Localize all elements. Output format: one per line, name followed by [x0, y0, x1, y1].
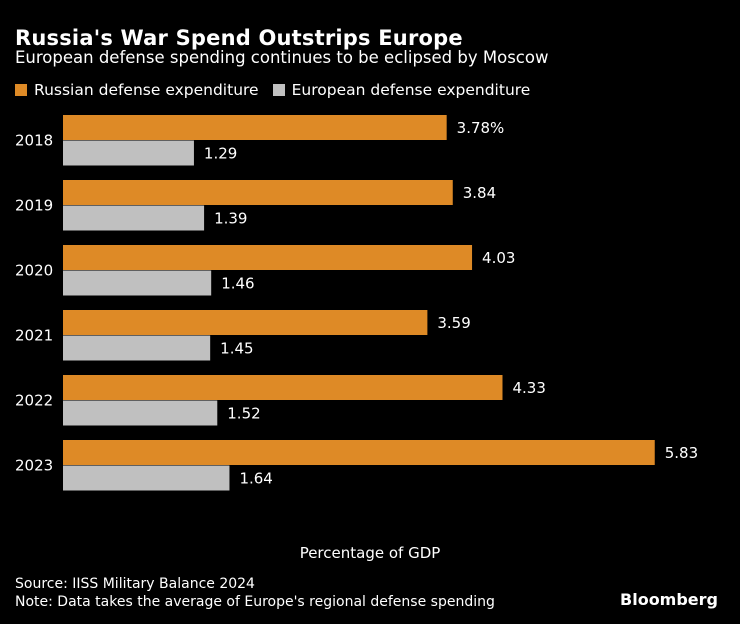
bar-europe [63, 205, 205, 231]
legend-swatch-europe [272, 84, 285, 96]
y-tick-label: 2019 [15, 197, 53, 215]
bar-russia [63, 440, 655, 465]
source-note: Source: IISS Military Balance 2024 Note:… [15, 575, 495, 611]
y-tick-label: 2021 [15, 327, 53, 345]
data-label: 1.45 [220, 339, 253, 357]
legend-swatch-russia [15, 84, 27, 96]
bar-russia [63, 245, 473, 270]
data-label: 1.39 [214, 209, 247, 227]
x-axis-label: Percentage of GDP [299, 544, 441, 562]
y-tick-label: 2020 [15, 262, 53, 280]
bar-europe [63, 400, 218, 426]
data-label: 1.52 [227, 404, 260, 422]
bloomberg-logo: Bloomberg [620, 590, 718, 609]
bar-russia [63, 115, 447, 140]
data-label: 4.03 [482, 249, 515, 267]
y-tick-label: 2023 [15, 457, 53, 475]
legend-label-russia: Russian defense expenditure [34, 81, 259, 99]
chart-subtitle: European defense spending continues to b… [15, 48, 549, 67]
bar-europe [63, 270, 212, 296]
legend-label-europe: European defense expenditure [291, 81, 531, 99]
bar-europe [63, 335, 211, 361]
bar-russia [63, 310, 428, 335]
data-label: 3.59 [437, 314, 470, 332]
legend-item-russia: Russian defense expenditure [15, 81, 259, 99]
note-text: Note: Data takes the average of Europe's… [15, 594, 495, 610]
data-label: 3.84 [463, 184, 496, 202]
chart-title: Russia's War Spend Outstrips Europe [15, 26, 463, 50]
bar-europe [63, 140, 194, 166]
data-label: 1.29 [204, 144, 237, 162]
legend: Russian defense expenditure European def… [15, 81, 544, 99]
y-tick-label: 2022 [15, 392, 53, 410]
y-tick-label: 2018 [15, 132, 53, 150]
bar-europe [63, 465, 230, 491]
data-label: 1.64 [239, 469, 272, 487]
source-text: Source: IISS Military Balance 2024 [15, 576, 255, 592]
legend-item-europe: European defense expenditure [272, 81, 531, 99]
data-label: 3.78% [457, 119, 505, 137]
bar-russia [63, 375, 503, 400]
data-label: 4.33 [512, 379, 545, 397]
bar-russia [63, 180, 453, 205]
data-label: 1.46 [221, 274, 254, 292]
data-label: 5.83 [665, 444, 698, 462]
